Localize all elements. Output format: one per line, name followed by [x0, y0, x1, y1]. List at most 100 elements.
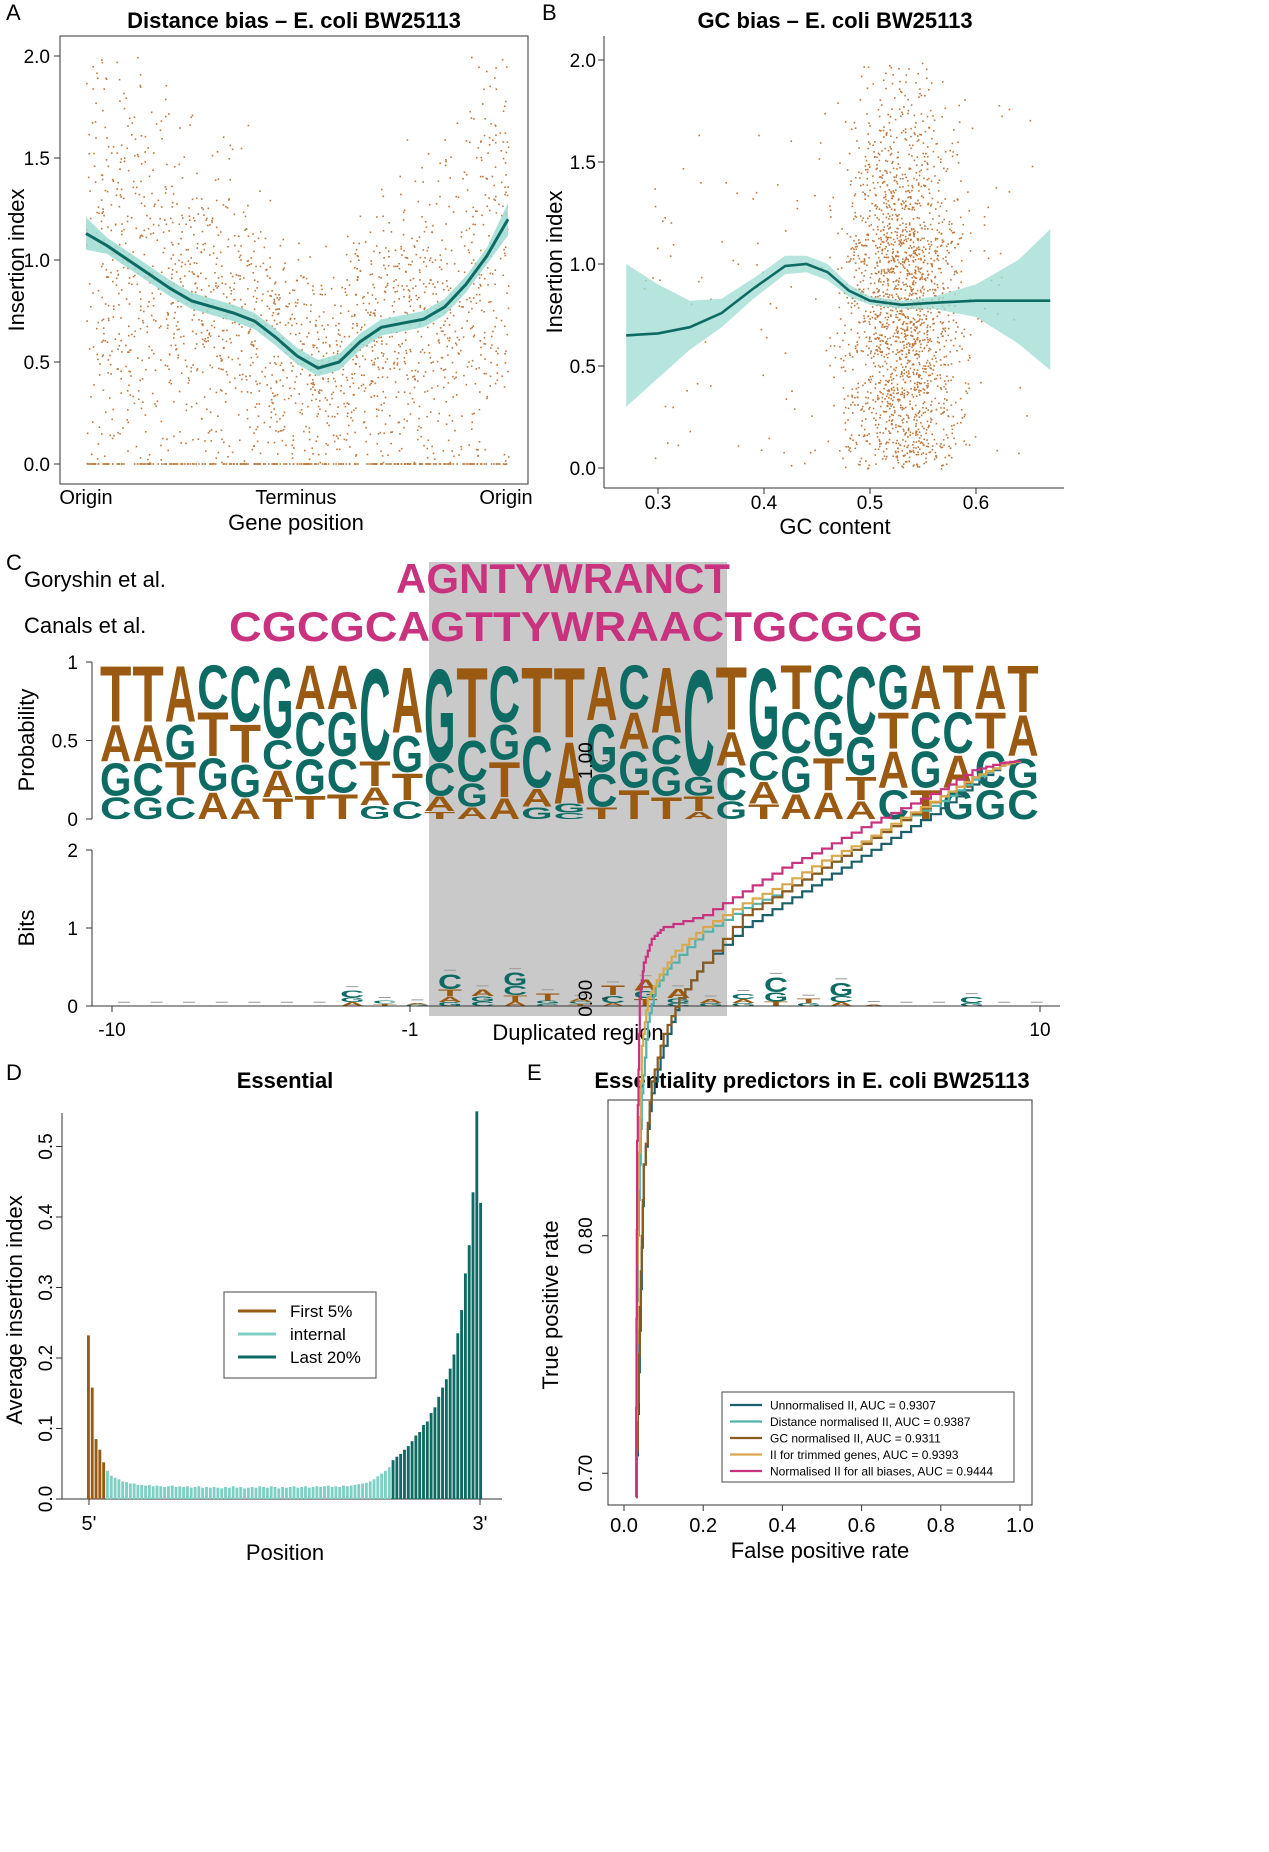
bits-letter-t: T — [373, 1003, 398, 1007]
scatter-point — [922, 402, 925, 405]
scatter-point — [902, 242, 905, 245]
scatter-point — [476, 210, 478, 213]
scatter-point — [944, 380, 946, 382]
scatter-point — [125, 242, 127, 245]
scatter-point — [918, 375, 920, 377]
scatter-point — [804, 462, 806, 465]
scatter-point — [830, 216, 832, 218]
scatter-point — [896, 430, 899, 433]
scatter-point — [260, 314, 262, 316]
scatter-point — [290, 362, 292, 364]
scatter-point — [960, 281, 962, 284]
scatter-point — [897, 227, 899, 230]
scatter-point — [955, 331, 957, 333]
scatter-point — [392, 287, 395, 289]
scatter-point — [233, 282, 236, 284]
bar — [357, 1484, 361, 1499]
scatter-point — [902, 313, 905, 315]
scatter-point — [888, 244, 891, 246]
scatter-point — [308, 427, 311, 429]
scatter-point — [382, 230, 385, 232]
scatter-point — [447, 439, 450, 442]
scatter-point — [932, 369, 935, 371]
scatter-point — [378, 252, 381, 254]
scatter-point — [888, 296, 890, 299]
scatter-point — [117, 274, 119, 276]
scatter-point — [102, 339, 104, 342]
scatter-point — [279, 297, 281, 299]
scatter-point — [256, 383, 258, 385]
scatter-point — [120, 377, 122, 380]
scatter-point — [866, 87, 869, 90]
scatter-point — [911, 208, 913, 211]
scatter-point — [200, 272, 202, 275]
scatter-point — [865, 336, 868, 338]
scatter-point — [896, 326, 899, 328]
scatter-point — [490, 301, 492, 303]
scatter-point — [768, 437, 771, 440]
scatter-point — [876, 426, 879, 429]
scatter-point — [476, 463, 478, 465]
scatter-point — [452, 211, 455, 213]
scatter-point — [897, 336, 899, 338]
scatter-point — [213, 463, 215, 465]
scatter-point — [920, 441, 923, 443]
logo-letter-c: C — [521, 722, 552, 804]
scatter-point — [906, 180, 909, 182]
scatter-point — [182, 285, 184, 287]
scatter-point — [145, 236, 148, 239]
scatter-point — [288, 292, 291, 294]
logo-letter-t: T — [489, 752, 521, 808]
scatter-point — [312, 383, 314, 385]
scatter-point — [927, 385, 929, 387]
scatter-point — [431, 445, 433, 448]
scatter-point — [370, 463, 372, 465]
scatter-point — [889, 206, 891, 208]
scatter-point — [437, 420, 439, 422]
scatter-point — [393, 280, 395, 283]
scatter-point — [181, 261, 183, 264]
scatter-point — [348, 284, 351, 286]
scatter-point — [867, 238, 869, 241]
scatter-point — [382, 355, 384, 357]
scatter-point — [104, 189, 107, 192]
scatter-point — [752, 198, 754, 200]
scatter-point — [160, 271, 163, 274]
scatter-point — [503, 252, 506, 255]
scatter-point — [415, 253, 418, 256]
scatter-point — [264, 237, 267, 240]
scatter-point — [273, 300, 276, 303]
scatter-point — [362, 302, 365, 305]
scatter-point — [191, 114, 194, 117]
scatter-point — [439, 195, 441, 198]
scatter-point — [494, 382, 497, 385]
logo-letter-t: T — [554, 648, 585, 760]
scatter-point — [953, 273, 956, 276]
scatter-point — [897, 280, 900, 282]
scatter-point — [446, 280, 448, 282]
scatter-point — [487, 152, 489, 154]
scatter-point — [851, 388, 854, 391]
bits-letter-t: T — [438, 988, 462, 999]
scatter-point — [93, 165, 96, 167]
scatter-point — [264, 375, 266, 378]
scatter-point — [473, 283, 475, 285]
scatter-point — [309, 463, 312, 465]
scatter-point — [938, 179, 941, 182]
scatter-point — [918, 373, 920, 376]
scatter-point — [261, 299, 263, 302]
scatter-point — [161, 463, 163, 465]
scatter-point — [912, 252, 915, 254]
scatter-point — [868, 408, 870, 410]
scatter-point — [905, 277, 908, 280]
scatter-point — [354, 267, 356, 269]
scatter-point — [119, 433, 121, 435]
bits-letter-g: G — [438, 1001, 462, 1007]
scatter-point — [259, 382, 261, 385]
scatter-point — [126, 220, 129, 223]
scatter-point — [152, 232, 155, 234]
scatter-point — [149, 462, 151, 464]
scatter-point — [166, 327, 169, 329]
scatter-point — [878, 290, 880, 292]
scatter-point — [968, 387, 971, 389]
